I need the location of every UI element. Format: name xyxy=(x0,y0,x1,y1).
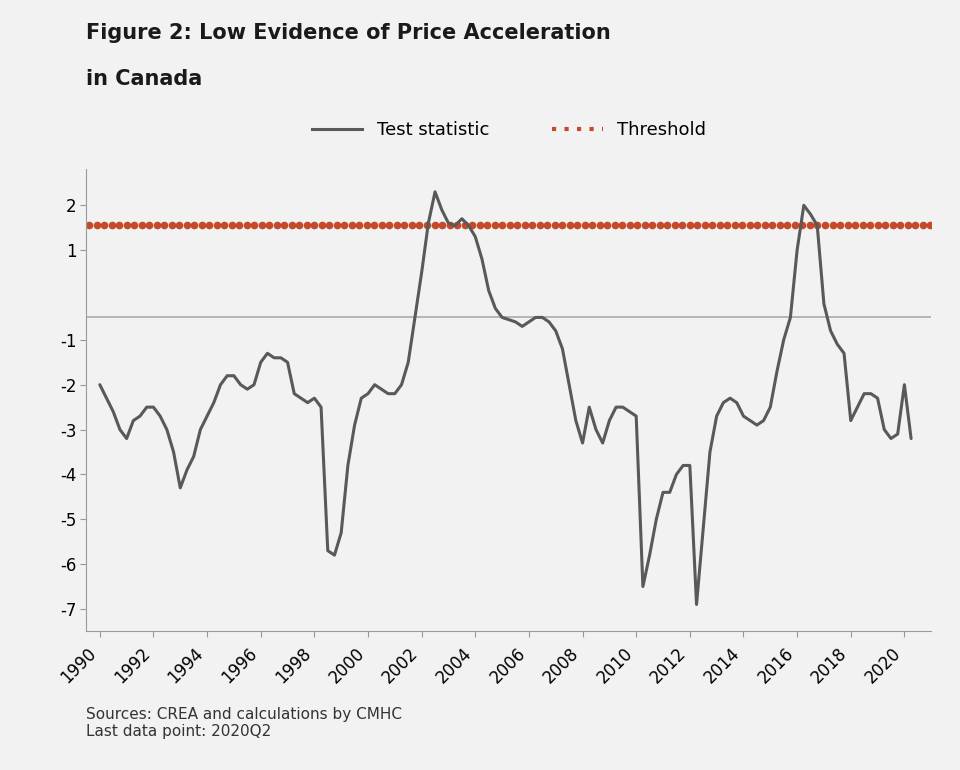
Text: in Canada: in Canada xyxy=(86,69,203,89)
Text: Figure 2: Low Evidence of Price Acceleration: Figure 2: Low Evidence of Price Accelera… xyxy=(86,23,612,43)
Legend: Test statistic, Threshold: Test statistic, Threshold xyxy=(304,114,713,146)
Text: Sources: CREA and calculations by CMHC
Last data point: 2020Q2: Sources: CREA and calculations by CMHC L… xyxy=(86,707,402,739)
